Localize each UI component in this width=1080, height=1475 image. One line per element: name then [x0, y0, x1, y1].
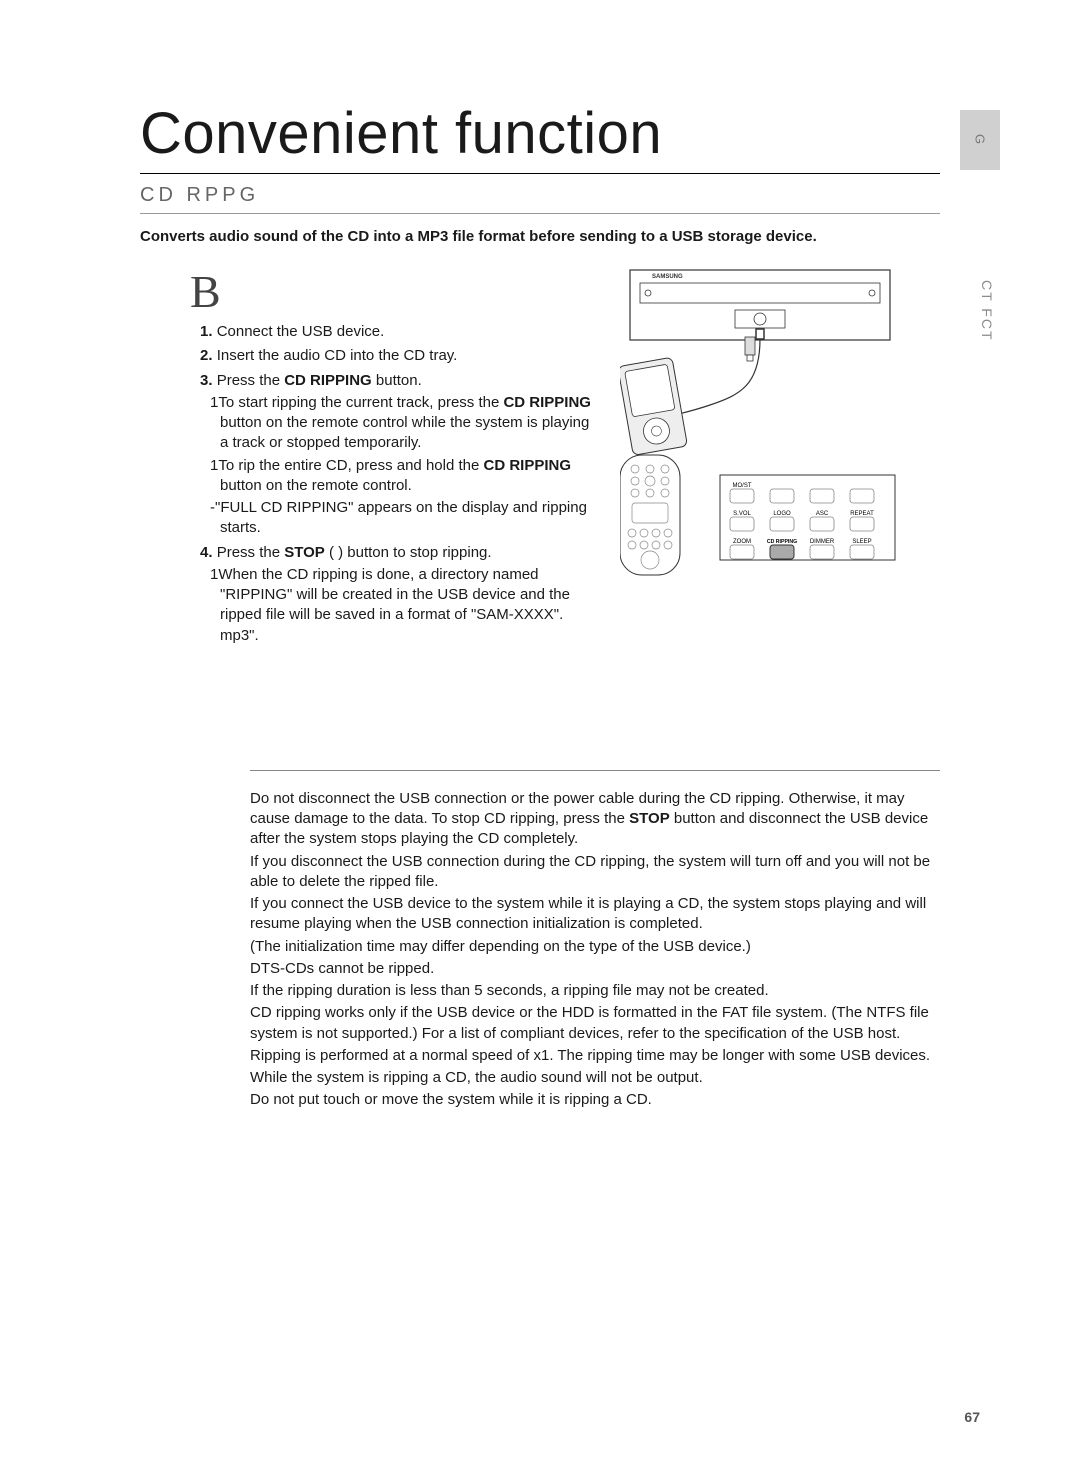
steps-column: B 1. Connect the USB device. 2. Insert t… — [140, 265, 600, 650]
step-text-lead: Press the — [217, 544, 285, 561]
sub-text: button on the remote control while the s… — [220, 414, 589, 451]
note-line: If you disconnect the USB connection dur… — [250, 852, 940, 893]
section-rule — [140, 213, 940, 214]
note-line: If the ripping duration is less than 5 s… — [250, 981, 940, 1001]
svg-text:S.VOL: S.VOL — [733, 511, 751, 517]
note-line: Do not put touch or move the system whil… — [250, 1090, 940, 1110]
svg-text:DIMMER: DIMMER — [810, 539, 835, 545]
note-line: DTS-CDs cannot be ripped. — [250, 959, 940, 979]
remote-detail-panel: MO/ST S.VOL LOGO ASC REPEAT ZOOM — [720, 475, 895, 560]
step-text-bold: STOP — [284, 544, 325, 561]
svg-text:SAMSUNG: SAMSUNG — [652, 274, 683, 280]
step-1: 1. Connect the USB device. — [200, 322, 600, 342]
svg-text:ASC: ASC — [816, 511, 829, 517]
notes-block: Do not disconnect the USB connection or … — [140, 789, 1000, 1111]
svg-text:REPEAT: REPEAT — [850, 511, 874, 517]
side-tab-section-label: CT FCT — [979, 280, 995, 342]
step-number: 1. — [200, 323, 213, 340]
svg-text:LOGO: LOGO — [773, 511, 791, 517]
sub-bold: CD RIPPING — [503, 394, 591, 411]
svg-text:SLEEP: SLEEP — [852, 539, 871, 545]
step-text-lead: Press the — [217, 372, 285, 389]
page-title: Convenient function — [140, 100, 940, 174]
step-text: Insert the audio CD into the CD tray. — [217, 347, 458, 364]
note-line: If you connect the USB device to the sys… — [250, 894, 940, 935]
step-text-trail: button. — [372, 372, 422, 389]
step-3: 3. Press the CD RIPPING button. 1To star… — [200, 371, 600, 539]
step-sub: 1When the CD ripping is done, a director… — [200, 565, 600, 646]
content-row: B 1. Connect the USB device. 2. Insert t… — [140, 265, 940, 650]
subsection-letter: B — [190, 265, 600, 318]
note-line: (The initialization time may differ depe… — [250, 937, 940, 957]
svg-text:MO/ST: MO/ST — [733, 483, 752, 489]
note-line: CD ripping works only if the USB device … — [250, 1003, 940, 1044]
step-2: 2. Insert the audio CD into the CD tray. — [200, 346, 600, 366]
step-sub: 1To start ripping the current track, pre… — [200, 393, 600, 454]
step-text: Connect the USB device. — [217, 323, 385, 340]
step-text-bold: CD RIPPING — [284, 372, 372, 389]
step-number: 4. — [200, 544, 213, 561]
section-heading: CD RPPG — [140, 184, 1000, 207]
sub-text: button on the remote control. — [220, 477, 412, 494]
step-number: 2. — [200, 347, 213, 364]
step-text-trail: ( ) button to stop ripping. — [325, 544, 492, 561]
sub-text: 1To start ripping the current track, pre… — [210, 394, 503, 411]
note-line: Ripping is performed at a normal speed o… — [250, 1046, 940, 1066]
note-line: Do not disconnect the USB connection or … — [250, 789, 940, 850]
svg-text:ZOOM: ZOOM — [733, 539, 751, 545]
step-number: 3. — [200, 372, 213, 389]
sub-bold: CD RIPPING — [484, 457, 572, 474]
notes-separator — [250, 770, 940, 771]
page-number: 67 — [964, 1409, 980, 1425]
steps-list: 1. Connect the USB device. 2. Insert the… — [140, 322, 600, 646]
sub-text: 1To rip the entire CD, press and hold th… — [210, 457, 484, 474]
side-tab-chapter: G — [960, 110, 1000, 170]
svg-text:CD RIPPING: CD RIPPING — [767, 539, 797, 545]
step-sub: 1To rip the entire CD, press and hold th… — [200, 456, 600, 497]
step-4: 4. Press the STOP ( ) button to stop rip… — [200, 543, 600, 646]
note-line: While the system is ripping a CD, the au… — [250, 1068, 940, 1088]
intro-text: Converts audio sound of the CD into a MP… — [140, 228, 940, 245]
manual-page: G CT FCT Convenient function CD RPPG Con… — [0, 0, 1080, 1475]
step-sub: -"FULL CD RIPPING" appears on the displa… — [200, 498, 600, 539]
illustration-column: SAMSUNG — [620, 265, 940, 650]
device-illustration: SAMSUNG — [620, 265, 900, 585]
note-bold: STOP — [629, 810, 670, 827]
